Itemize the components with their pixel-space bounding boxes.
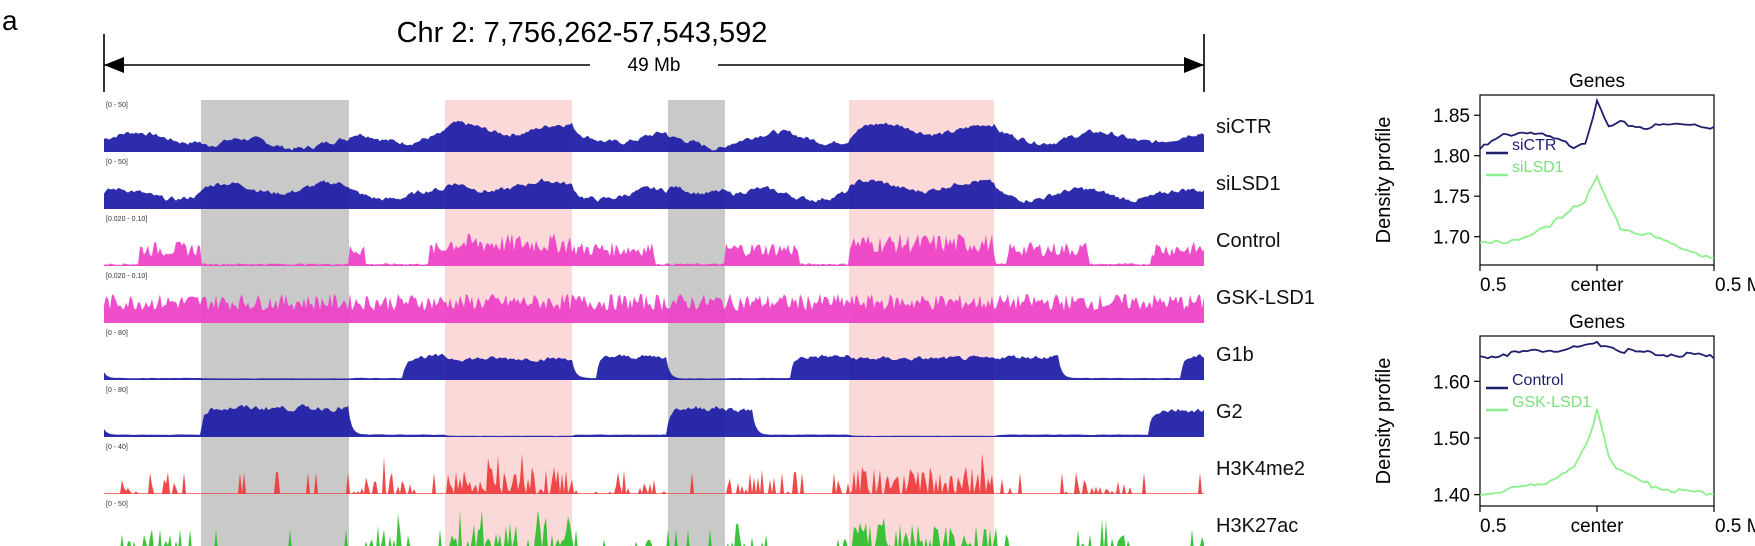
track-signal — [104, 293, 1204, 323]
track-Control: [0.020 - 0.10] Control — [104, 216, 1280, 266]
signal-tracks: [0 - 50] siCTR [0 - 50] siLSD1 [0.020 - 0.10… — [104, 102, 1315, 546]
series-line-siCTR — [1479, 97, 1715, 150]
track-GSK-LSD1: [0.020 - 0.10] GSK-LSD1 — [104, 273, 1315, 323]
track-signal — [120, 509, 1204, 546]
track-signal — [104, 353, 1204, 380]
density-chart-bottom: Genes Density profile 1.40 1.50 1.60 0.5 cente… — [1373, 312, 1755, 537]
y-tick-label: 1.40 — [1433, 486, 1470, 507]
x-tick-label: center — [1571, 516, 1624, 537]
track-label: H3K27ac — [1216, 515, 1298, 537]
y-axis-label: Density profile — [1373, 358, 1395, 485]
legend-label: GSK-LSD1 — [1512, 394, 1591, 411]
chart-title: Genes — [1569, 312, 1625, 333]
series-line-Control — [1479, 340, 1715, 360]
track-label: siCTR — [1216, 116, 1272, 138]
legend-label: siLSD1 — [1512, 159, 1564, 176]
track-G1b: [0 - 80] G1b — [104, 330, 1254, 380]
track-H3K4me2: [0 - 40] H3K4me2 — [104, 444, 1305, 494]
track-scale-label: [0 - 80] — [106, 330, 128, 337]
track-siCTR: [0 - 50] siCTR — [104, 102, 1272, 152]
genome-browser: Chr 2: 7,756,262-57,543,592 49 Mb [0 - 5… — [103, 17, 1315, 546]
span-arrowhead-right — [1184, 57, 1204, 73]
x-tick-label: 0.5 — [1480, 275, 1506, 296]
span-arrowhead-left — [104, 57, 124, 73]
track-scale-label: [0 - 50] — [106, 501, 128, 508]
panel-label: a — [2, 5, 18, 36]
x-tick-label: 0.5 Mb — [1715, 275, 1755, 296]
x-tick-label: 0.5 Mb — [1715, 516, 1755, 537]
span-label: 49 Mb — [628, 55, 681, 76]
density-chart-top: Genes Density profile 1.70 1.75 1.80 1.85 0.5 c… — [1373, 71, 1755, 296]
y-tick-label: 1.70 — [1433, 228, 1470, 249]
legend-label: Control — [1512, 372, 1564, 389]
track-signal — [104, 120, 1204, 152]
x-tick-label: center — [1571, 275, 1624, 296]
track-scale-label: [0.020 - 0.10] — [106, 216, 147, 223]
region-title: Chr 2: 7,756,262-57,543,592 — [397, 17, 768, 49]
track-siLSD1: [0 - 50] siLSD1 — [104, 159, 1280, 209]
y-tick-label: 1.80 — [1433, 147, 1470, 168]
track-scale-label: [0 - 50] — [106, 102, 128, 109]
track-scale-label: [0.020 - 0.10] — [106, 273, 147, 280]
track-label: G2 — [1216, 401, 1243, 423]
track-scale-label: [0 - 50] — [106, 159, 128, 166]
track-label: siLSD1 — [1216, 173, 1280, 195]
y-tick-label: 1.50 — [1433, 429, 1470, 450]
y-tick-label: 1.85 — [1433, 106, 1470, 127]
series-line-siLSD1 — [1479, 174, 1715, 260]
track-signal — [104, 452, 1204, 494]
track-label: GSK-LSD1 — [1216, 287, 1315, 309]
chart-frame — [1479, 335, 1715, 507]
series-line-GSK-LSD1 — [1479, 408, 1715, 496]
track-H3K27ac: [0 - 50] H3K27ac — [106, 501, 1298, 546]
y-axis-label: Density profile — [1373, 117, 1395, 244]
y-tick-label: 1.75 — [1433, 187, 1470, 208]
y-tick-label: 1.60 — [1433, 372, 1470, 393]
track-label: G1b — [1216, 344, 1254, 366]
track-signal — [104, 178, 1204, 209]
chart-title: Genes — [1569, 71, 1625, 92]
track-label: Control — [1216, 230, 1280, 252]
track-label: H3K4me2 — [1216, 458, 1305, 480]
track-scale-label: [0 - 40] — [106, 444, 128, 451]
x-tick-label: 0.5 — [1480, 516, 1506, 537]
track-signal — [104, 233, 1204, 266]
legend-label: siCTR — [1512, 137, 1556, 154]
track-G2: [0 - 80] G2 — [104, 387, 1243, 437]
track-signal — [104, 404, 1204, 437]
track-scale-label: [0 - 80] — [106, 387, 128, 394]
